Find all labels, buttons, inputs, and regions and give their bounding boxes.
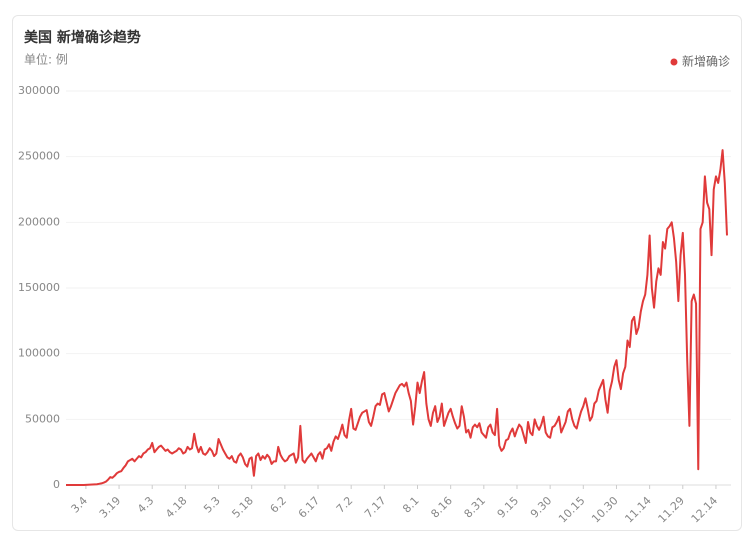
x-tick-label: 9.30 — [528, 494, 555, 521]
x-tick-label: 10.30 — [589, 494, 620, 525]
legend-label: 新增确诊 — [682, 54, 730, 69]
x-tick-label: 7.2 — [334, 494, 356, 516]
y-tick-label: 200000 — [18, 215, 60, 228]
x-tick-label: 8.1 — [400, 494, 422, 516]
x-tick-label: 6.2 — [268, 494, 290, 516]
x-tick-label: 3.4 — [69, 494, 91, 516]
y-tick-label: 300000 — [18, 84, 60, 97]
chart-subtitle: 单位: 例 — [24, 52, 68, 67]
x-tick-label: 3.19 — [97, 494, 124, 521]
x-tick-label: 11.14 — [622, 494, 653, 525]
chart-title: 美国 新增确诊趋势 — [24, 29, 141, 46]
x-tick-label: 5.18 — [229, 494, 256, 521]
x-tick-label: 6.17 — [296, 494, 323, 521]
legend-marker — [670, 58, 678, 66]
x-tick-label: 5.3 — [201, 494, 223, 516]
y-tick-label: 100000 — [18, 347, 60, 360]
x-tick-label: 12.14 — [689, 494, 720, 525]
x-tick-label: 7.17 — [362, 494, 389, 521]
y-tick-label: 250000 — [18, 150, 60, 163]
x-tick-label: 8.31 — [462, 494, 489, 521]
x-tick-label: 4.18 — [163, 494, 190, 521]
x-tick-label: 11.29 — [656, 494, 687, 525]
x-tick-label: 10.15 — [556, 494, 587, 525]
y-tick-label: 50000 — [25, 412, 60, 425]
line-series — [66, 149, 728, 486]
x-tick-label: 8.16 — [428, 494, 455, 521]
y-tick-label: 0 — [53, 478, 60, 491]
x-tick-label: 4.3 — [135, 494, 157, 516]
x-tick-label: 9.15 — [495, 494, 522, 521]
chart-card — [12, 15, 742, 531]
y-tick-label: 150000 — [18, 281, 60, 294]
